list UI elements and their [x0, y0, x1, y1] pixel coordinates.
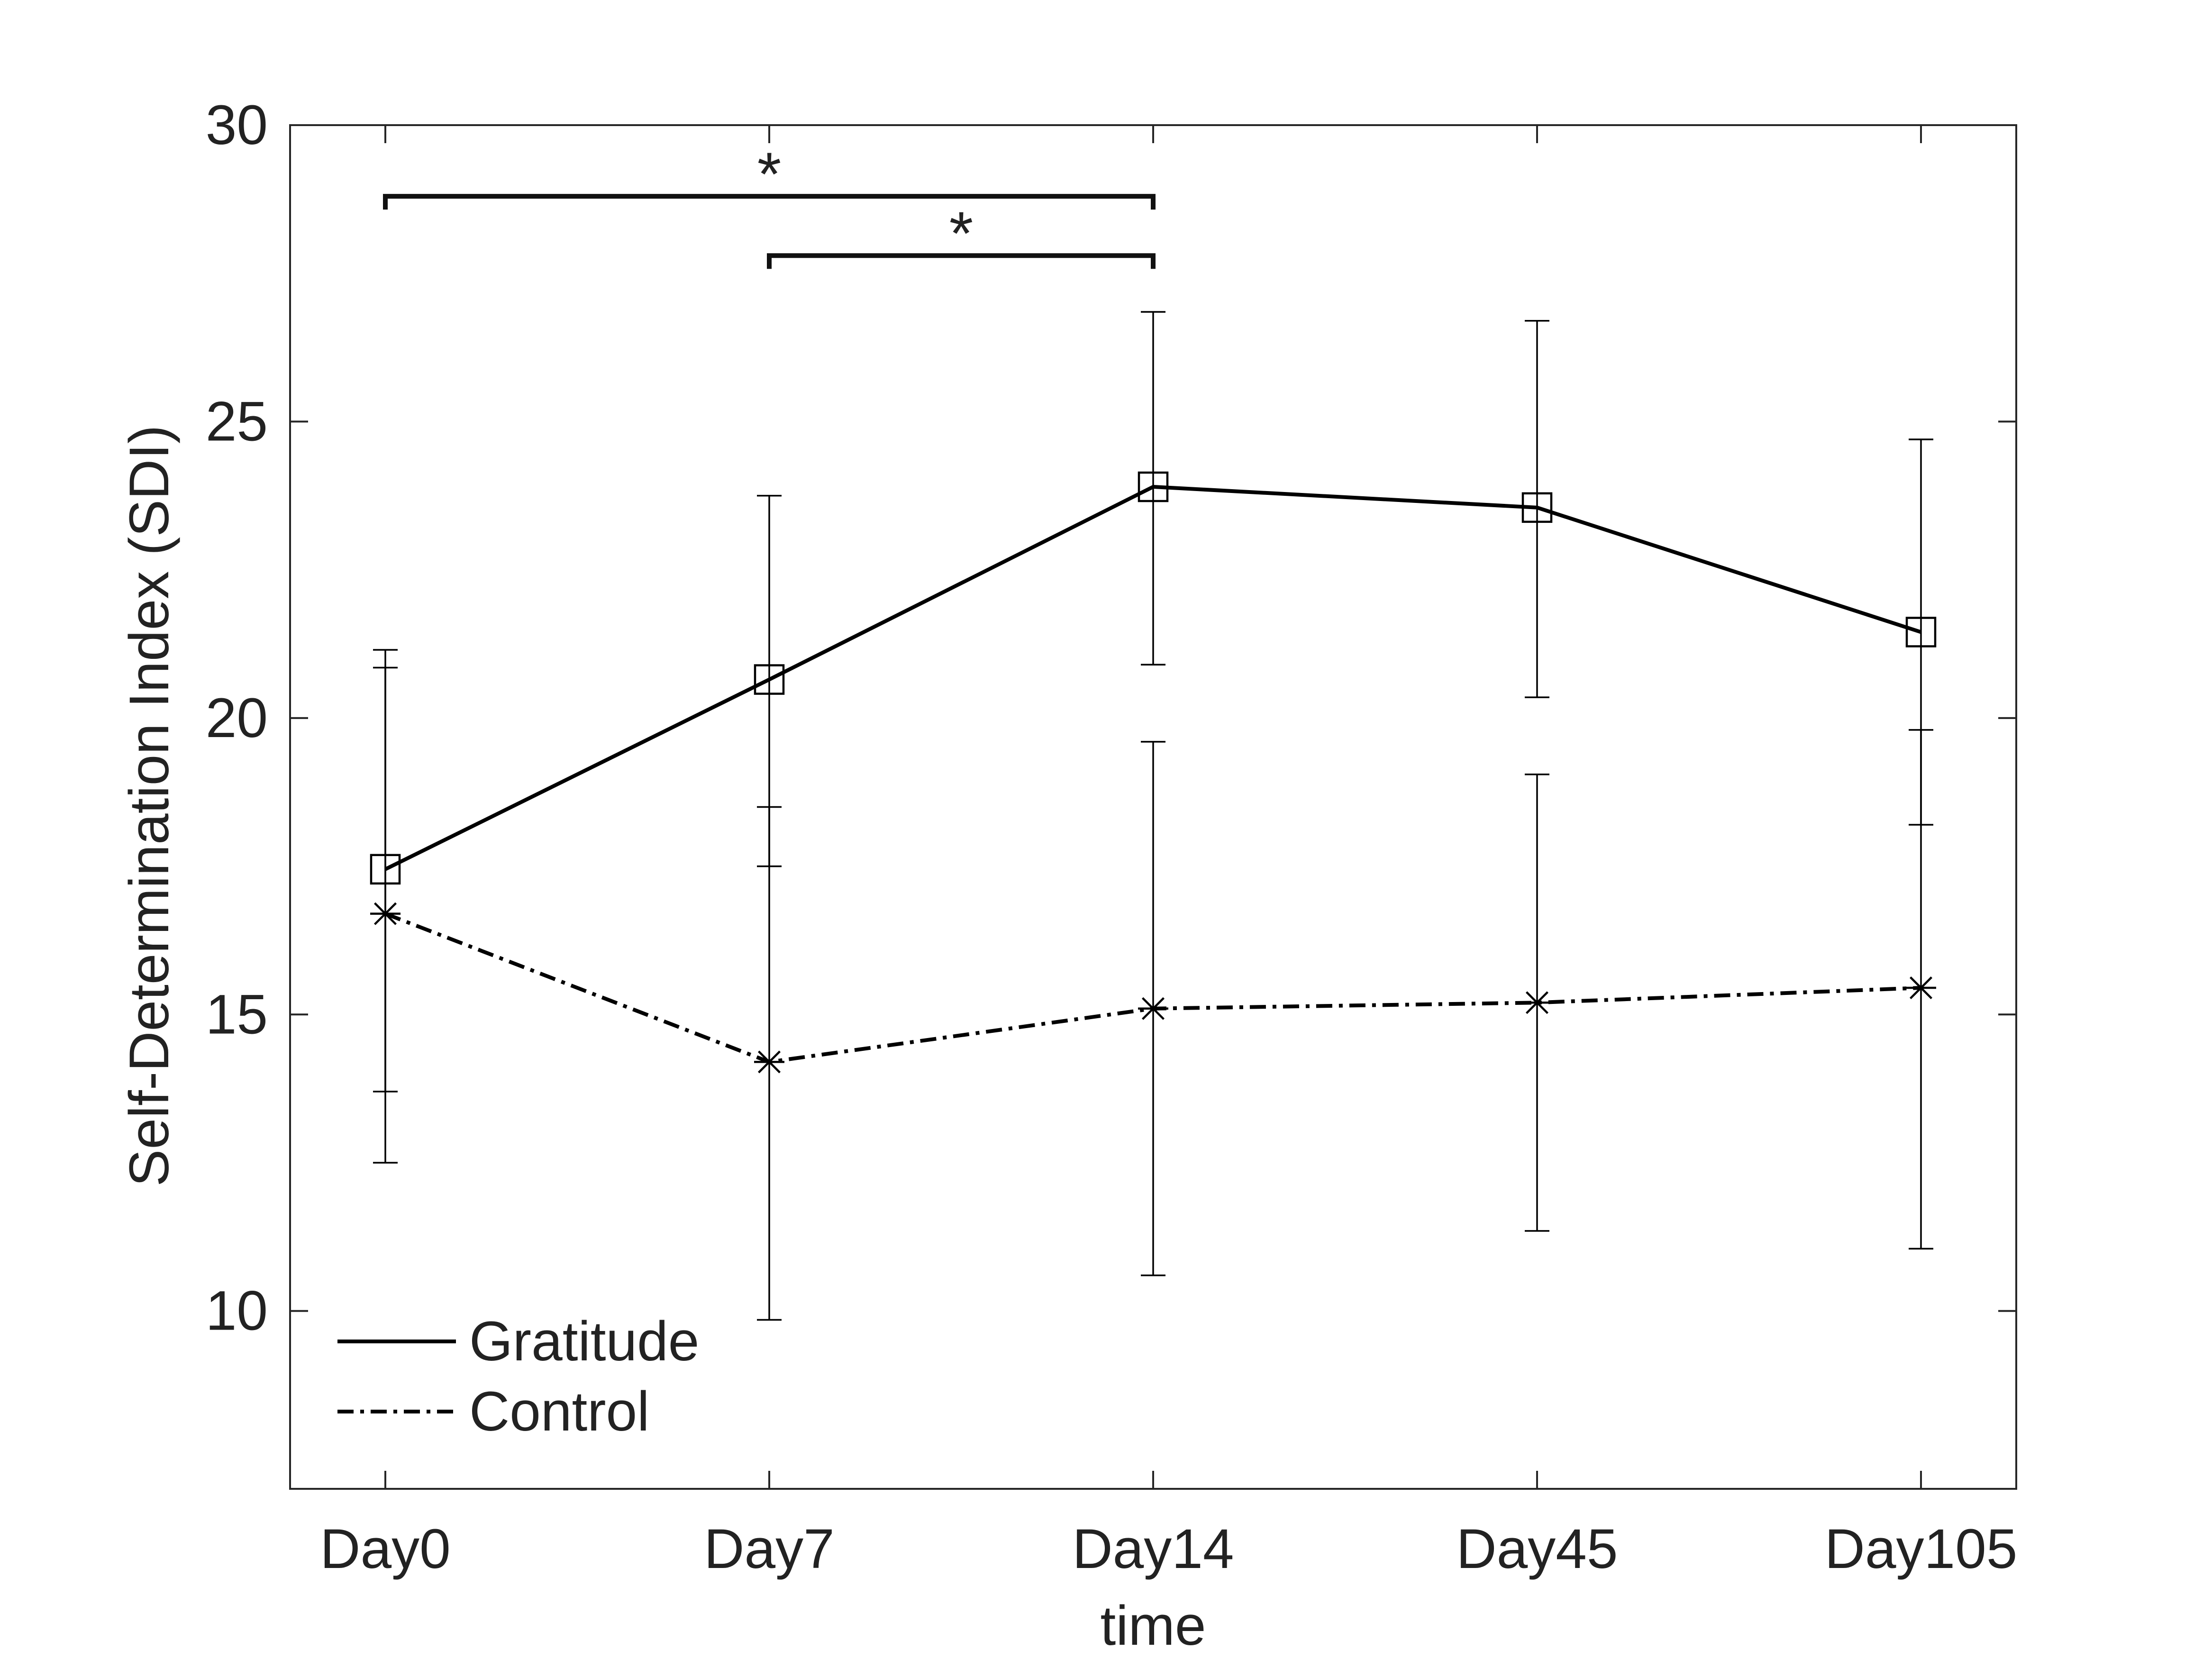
- y-tick-label: 30: [206, 94, 268, 156]
- x-tick-label: Day0: [320, 1518, 450, 1580]
- control-point: [1522, 991, 1552, 1014]
- gratitude-series-line: [384, 485, 1922, 871]
- control-point-stroke: [1526, 991, 1548, 1014]
- control-point-stroke: [758, 1050, 781, 1074]
- gratitude-point: [1905, 617, 1937, 647]
- x-axis-label: time: [1101, 1595, 1206, 1657]
- gratitude-point: [754, 664, 785, 695]
- significance-label: *: [757, 139, 782, 209]
- gratitude-point: [1521, 492, 1553, 523]
- y-tick-label: 25: [206, 390, 268, 453]
- control-point: [1906, 976, 1936, 1000]
- significance-label: *: [949, 199, 974, 268]
- control-point: [370, 902, 401, 925]
- x-tick-label: Day7: [704, 1518, 834, 1580]
- significance-bracket: [383, 194, 1156, 210]
- x-tick-label: Day105: [1825, 1518, 2018, 1580]
- legend-control-label: Control: [469, 1380, 649, 1443]
- control-point-stroke: [1142, 997, 1165, 1020]
- y-tick-label: 10: [206, 1280, 268, 1342]
- gratitude-point: [1138, 471, 1169, 502]
- control-point: [754, 1050, 784, 1074]
- control-point-stroke: [1910, 976, 1932, 1000]
- control-point-stroke: [374, 902, 397, 925]
- legend-gratitude-label: Gratitude: [469, 1310, 699, 1373]
- x-tick-label: Day45: [1456, 1518, 1618, 1580]
- plot-area-frame: [289, 124, 2017, 1490]
- y-axis-label: Self-Determination Index (SDI): [118, 425, 181, 1187]
- control-point: [1138, 997, 1168, 1020]
- significance-bracket: [767, 253, 1156, 269]
- y-tick-label: 20: [206, 687, 268, 749]
- y-tick-label: 15: [206, 983, 268, 1046]
- x-tick-label: Day14: [1072, 1518, 1234, 1580]
